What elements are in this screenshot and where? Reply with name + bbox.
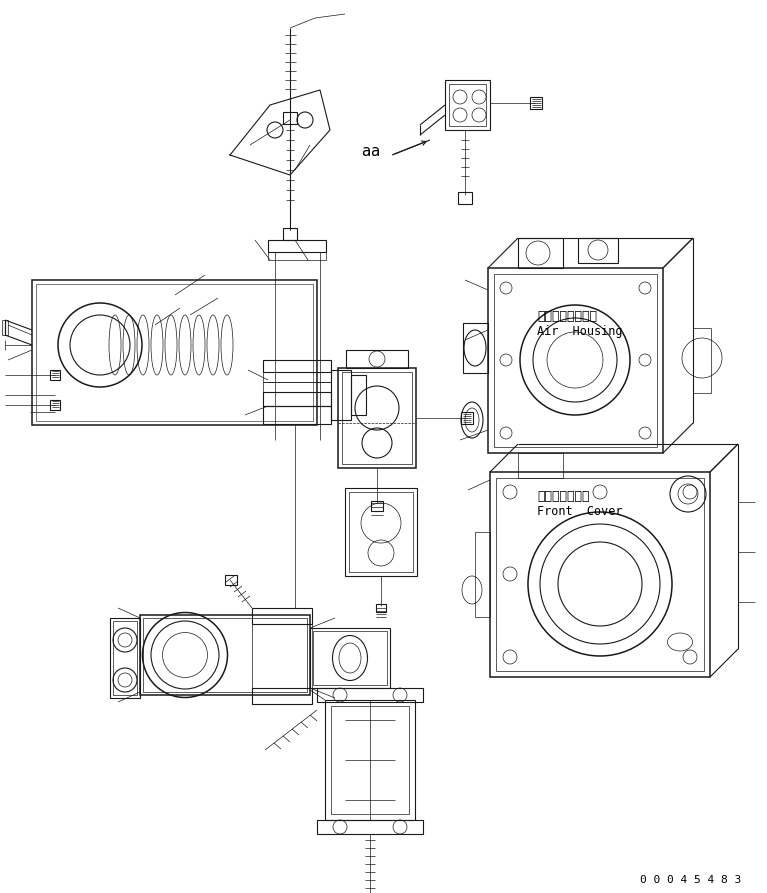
Text: 0 0 0 4 5 4 8 3: 0 0 0 4 5 4 8 3 [640,875,741,885]
Bar [345,488,417,576]
Bar [225,575,237,585]
Bar [113,621,137,695]
Bar [494,274,657,447]
Text: エアーハウジング: エアーハウジング [537,310,597,323]
Bar [346,350,408,368]
Bar [263,360,331,372]
Bar [143,618,307,692]
Bar [268,240,326,252]
Bar [458,192,472,204]
Bar [475,532,490,617]
Bar [263,406,331,424]
Bar [349,492,413,572]
Bar [283,112,297,124]
Bar [263,392,331,406]
Bar [310,628,390,688]
Text: Front  Cover: Front Cover [537,505,623,518]
Bar [693,328,711,393]
Bar [325,700,415,820]
Bar [263,382,331,392]
Bar [263,372,331,382]
Bar [488,268,663,453]
Bar [252,608,312,624]
Bar [2,320,8,335]
Bar [338,368,416,468]
Bar [463,323,488,373]
Bar [140,615,310,695]
Bar [317,688,423,702]
Text: a: a [360,145,370,160]
Bar [578,238,618,263]
Bar [283,228,297,240]
Bar [36,284,313,421]
Bar [110,618,140,698]
Bar [50,400,60,410]
Bar [331,370,351,420]
Bar [268,252,326,260]
Text: フロントカバー: フロントカバー [537,490,590,503]
Bar [371,501,383,511]
Bar [252,688,312,704]
Bar [50,370,60,380]
Bar [445,80,490,130]
Bar [317,820,423,834]
Bar [351,375,366,415]
Bar [518,238,563,268]
Text: Air  Housing: Air Housing [537,325,623,338]
Bar [496,478,704,671]
Text: a: a [370,145,380,160]
Bar [449,84,486,126]
Bar [530,97,542,109]
Bar [376,604,386,612]
Bar [32,280,317,425]
Bar [461,412,473,424]
Bar [313,631,387,685]
Bar [490,472,710,677]
Bar [518,453,563,478]
Bar [342,372,412,464]
Bar [331,706,409,814]
